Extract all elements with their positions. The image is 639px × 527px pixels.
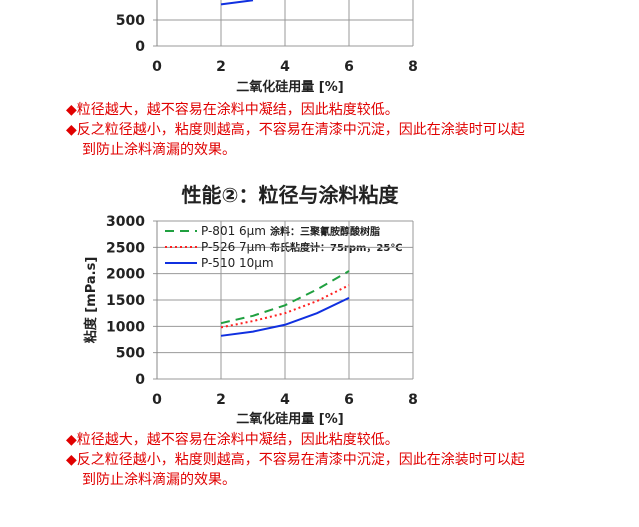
annotation-line-1: 涂料：三聚氰胺醇酸树脂	[270, 225, 380, 238]
legend-label: P-526 7μm	[201, 240, 266, 254]
y-tick-label: 500	[116, 346, 145, 362]
text-line-2: ◆反之粒径越小，粘度则越高，不容易在清漆中沉淀，因此在涂装时可以起到防止涂料滴漏…	[66, 450, 536, 490]
description-bottom: ◆粒径越大，越不容易在涂料中凝结，因此粘度较低。 ◆反之粒径越小，粘度则越高，不…	[66, 430, 536, 490]
legend-label: P-801 6μm	[201, 224, 266, 238]
diamond-bullet-icon: ◆	[66, 122, 77, 138]
series-line-1	[220, 284, 350, 329]
text: 反之粒径越小，粘度则越高，不容易在清漆中沉淀，因此在涂装时可以起到防止涂料滴漏的…	[76, 122, 525, 158]
x-tick-label: 6	[344, 392, 354, 408]
x-tick-label: 6	[344, 59, 354, 75]
x-tick-label: 0	[152, 392, 162, 408]
y-tick-label: 1000	[106, 319, 145, 335]
y-tick-label: 0	[135, 39, 145, 55]
text-line-1: ◆粒径越大，越不容易在涂料中凝结，因此粘度较低。	[66, 430, 536, 450]
description-top: ◆粒径越大，越不容易在涂料中凝结，因此粘度较低。 ◆反之粒径越小，粘度则越高，不…	[66, 100, 536, 160]
y-tick-label: 0	[135, 372, 145, 388]
series-line-0	[220, 270, 350, 325]
x-tick-label: 2	[216, 392, 226, 408]
series-line-2	[220, 296, 350, 337]
x-tick-label: 0	[152, 59, 162, 75]
text: 粒径越大，越不容易在涂料中凝结，因此粘度较低。	[76, 432, 399, 448]
x-axis-label: 二氧化硅用量 [%]	[236, 411, 343, 427]
chart-title: 性能②：粒径与涂料粘度	[182, 183, 400, 207]
y-tick-label: 500	[116, 13, 145, 29]
x-axis-label: 二氧化硅用量 [%]	[236, 79, 343, 95]
text: 粒径越大，越不容易在涂料中凝结，因此粘度较低。	[76, 102, 399, 118]
legend-label: P-510 10μm	[201, 256, 274, 270]
text: 反之粒径越小，粘度则越高，不容易在清漆中沉淀，因此在涂装时可以起到防止涂料滴漏的…	[76, 452, 525, 488]
diamond-bullet-icon: ◆	[66, 452, 77, 468]
y-axis-label: 粘度 [mPa.s]	[83, 257, 99, 345]
y-tick-label: 3000	[106, 214, 145, 230]
chart-top: 二氧化硅用量 [%] 0 2 4 6 8 0 500	[116, 0, 418, 95]
series-line-0	[220, 0, 254, 6]
x-tick-label: 8	[408, 59, 418, 75]
diamond-bullet-icon: ◆	[66, 432, 77, 448]
y-tick-label: 1500	[106, 293, 145, 309]
y-tick-label: 2500	[106, 240, 145, 256]
x-tick-label: 4	[280, 392, 290, 408]
y-tick-label: 2000	[106, 267, 145, 283]
chart-bottom: 性能②：粒径与涂料粘度 二氧化硅用量 [%] 粘度 [mPa.s] 涂料：三聚氰…	[83, 183, 418, 427]
x-tick-label: 2	[216, 59, 226, 75]
x-tick-label: 8	[408, 392, 418, 408]
text-line-1: ◆粒径越大，越不容易在涂料中凝结，因此粘度较低。	[66, 100, 536, 120]
diamond-bullet-icon: ◆	[66, 102, 77, 118]
text-line-2: ◆反之粒径越小，粘度则越高，不容易在清漆中沉淀，因此在涂装时可以起到防止涂料滴漏…	[66, 120, 536, 160]
x-tick-label: 4	[280, 59, 290, 75]
